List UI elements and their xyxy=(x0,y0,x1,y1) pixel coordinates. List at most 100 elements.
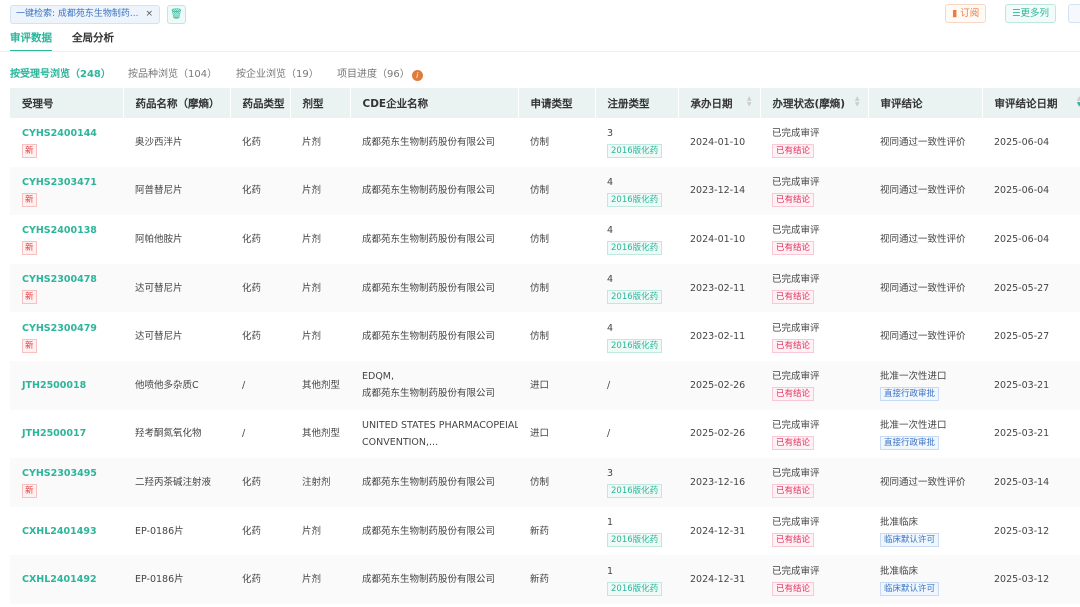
table-cell: JTH2500017 xyxy=(10,410,123,459)
drug-name: 二羟丙茶碱注射液 xyxy=(135,476,212,488)
table-row[interactable]: CYHS2400144 新 奥沙西泮片 化药 片剂 成都苑东生物制药股份有限公司 仿制 3 20… xyxy=(10,118,1080,167)
dosage-form: 片剂 xyxy=(302,282,322,294)
table-row[interactable]: CYHS2303471 新 阿普替尼片 化药 片剂 成都苑东生物制药股份有限公司 仿制 4 20… xyxy=(10,166,1080,216)
table-cell: 2023-02-11 xyxy=(678,263,760,313)
review-conclusion: 视同通过一致性评价 xyxy=(880,476,966,488)
registration-type: 4 xyxy=(607,176,614,188)
table-cell: 视同通过一致性评价 xyxy=(868,118,982,167)
company-name: UNITED STATES PHARMACOPEIAL xyxy=(362,419,518,431)
company-name-line2: CONVENTION,... xyxy=(362,436,439,448)
sort-icon[interactable]: ▲ ▼ xyxy=(854,95,860,108)
subtab-progress[interactable]: 项目进度（96） i xyxy=(337,65,423,81)
table-cell: 新药 xyxy=(518,507,595,556)
table-cell: 批准临床 临床默认许可 xyxy=(868,507,982,556)
table-cell: 4 2016版化药 xyxy=(595,166,678,216)
subscribe-button[interactable]: ▮ 订阅 xyxy=(945,4,987,23)
table-row[interactable]: CYHS2300478 新 达可替尼片 化药 片剂 成都苑东生物制药股份有限公司 仿制 4 20… xyxy=(10,263,1080,313)
table-row[interactable]: CYHS2303495 新 二羟丙茶碱注射液 化药 注射剂 成都苑东生物制药股份有限公司 仿… xyxy=(10,458,1080,507)
application-type: 仿制 xyxy=(530,233,550,245)
company-name: 成都苑东生物制药股份有限公司 xyxy=(362,282,496,294)
search-chip[interactable]: 一键检索: 成都苑东生物制药... × xyxy=(10,5,160,24)
table-cell: 视同通过一致性评价 xyxy=(868,458,982,507)
column-header[interactable]: 受理号 xyxy=(10,88,124,118)
column-header[interactable]: 剂型 xyxy=(290,88,351,118)
table-cell: 化药 xyxy=(230,118,290,167)
table-row[interactable]: CYHS2300479 新 达可替尼片 化药 片剂 成都苑东生物制药股份有限公司 仿制 4 20… xyxy=(10,312,1080,361)
application-type: 进口 xyxy=(530,379,550,391)
table-cell: 已完成审评 已有结论 xyxy=(760,360,868,410)
column-header[interactable]: 审评结论日期 ▲ ▼ xyxy=(982,88,1080,118)
acceptance-id-link[interactable]: CYHS2303471 xyxy=(22,176,97,188)
acceptance-id-link[interactable]: CYHS2400144 xyxy=(22,128,97,140)
sort-icon[interactable]: ▲ ▼ xyxy=(746,95,752,108)
acceptance-id-link[interactable]: CYHS2300479 xyxy=(22,322,97,334)
acceptance-id-link[interactable]: CYHS2300478 xyxy=(22,274,97,286)
sort-icon[interactable]: ▲ ▼ xyxy=(1076,95,1080,108)
drug-type: 化药 xyxy=(242,476,262,488)
table-row[interactable]: JTH2500017 羟考酮氮氧化物 / 其他剂型 UNITED STATES PHAR… xyxy=(10,410,1080,459)
table-row[interactable]: CXHL2401492 EP-0186片 化药 片剂 成都苑东生物制药股份有限公司 新药 1… xyxy=(10,555,1080,604)
company-name: 成都苑东生物制药股份有限公司 xyxy=(362,476,496,488)
table-cell: 他喷他多杂质C xyxy=(123,360,230,410)
subtab-by-variety[interactable]: 按品种浏览（104） xyxy=(128,69,218,80)
acceptance-id-link[interactable]: JTH2500017 xyxy=(22,428,87,440)
table-cell: EP-0186片 xyxy=(123,555,230,604)
table-cell: CYHS2300478 新 xyxy=(10,263,123,313)
tab-global-analysis[interactable]: 全局分析 xyxy=(72,32,114,44)
column-header[interactable]: 办理状态(摩熵) ▲ ▼ xyxy=(760,88,869,118)
review-table: 受理号 药品名称（摩熵） 药品类型 剂型 CDE企业名称 申请类型 注册类型 承办日期 ▲ ▼ 办理… xyxy=(10,88,1080,604)
table-cell: 化药 xyxy=(230,507,290,556)
column-header[interactable]: 审评结论 xyxy=(868,88,983,118)
registration-type: 4 xyxy=(607,274,614,286)
acceptance-id-link[interactable]: CYHS2303495 xyxy=(22,468,97,480)
table-row[interactable]: CXHL2401493 EP-0186片 化药 片剂 成都苑东生物制药股份有限公司 新药 1… xyxy=(10,507,1080,556)
acceptance-id-link[interactable]: CXHL2401493 xyxy=(22,525,97,537)
table-cell: 成都苑东生物制药股份有限公司 xyxy=(350,507,518,556)
table-cell: 仿制 xyxy=(518,118,595,167)
subtab-by-company[interactable]: 按企业浏览（19） xyxy=(236,69,319,80)
table-cell: CYHS2300479 新 xyxy=(10,312,123,361)
trash-icon[interactable]: 🗑 xyxy=(167,5,186,24)
table-cell: 2025-06-04 xyxy=(982,118,1080,167)
column-header[interactable]: 药品名称（摩熵） xyxy=(123,88,231,118)
application-type: 进口 xyxy=(530,428,550,440)
table-cell: 2025-05-27 xyxy=(982,263,1080,313)
acceptance-id-link[interactable]: CYHS2400138 xyxy=(22,225,97,237)
column-header-label: 承办日期 xyxy=(690,97,733,110)
review-conclusion: 批准一次性进口 xyxy=(880,419,947,431)
undertake-date: 2024-01-10 xyxy=(690,136,746,148)
table-cell: 2023-02-11 xyxy=(678,312,760,361)
company-name: 成都苑东生物制药股份有限公司 xyxy=(362,331,496,343)
table-cell: 进口 xyxy=(518,410,595,459)
table-cell: 视同通过一致性评价 xyxy=(868,215,982,264)
table-row[interactable]: CYHS2400138 新 阿帕他胺片 化药 片剂 成都苑东生物制药股份有限公司 仿制 4 20… xyxy=(10,215,1080,264)
extra-button[interactable] xyxy=(1068,4,1080,23)
registration-tag: 2016版化药 xyxy=(607,533,663,548)
subtab-by-acceptance[interactable]: 按受理号浏览（248） xyxy=(10,69,111,80)
info-icon: i xyxy=(411,70,423,81)
column-header[interactable]: CDE企业名称 xyxy=(350,88,519,118)
table-cell: 2024-01-10 xyxy=(678,215,760,264)
acceptance-id-link[interactable]: CXHL2401492 xyxy=(22,574,97,586)
company-name: 成都苑东生物制药股份有限公司 xyxy=(362,574,496,586)
undertake-date: 2023-02-11 xyxy=(690,331,746,343)
tab-review-data[interactable]: 审评数据 xyxy=(10,32,52,52)
close-icon[interactable]: × xyxy=(145,9,153,19)
new-badge: 新 xyxy=(22,338,37,353)
table-cell: 已完成审评 已有结论 xyxy=(760,166,868,216)
company-name: 成都苑东生物制药股份有限公司 xyxy=(362,233,496,245)
registration-tag: 2016版化药 xyxy=(607,192,663,207)
table-row[interactable]: JTH2500018 他喷他多杂质C / 其他剂型 EDQM, 成都苑东生物制药股份有限公… xyxy=(10,360,1080,410)
company-name: 成都苑东生物制药股份有限公司 xyxy=(362,525,496,537)
column-header[interactable]: 承办日期 ▲ ▼ xyxy=(678,88,761,118)
column-header-label: 受理号 xyxy=(22,97,54,110)
column-header[interactable]: 注册类型 xyxy=(595,88,679,118)
more-columns-button[interactable]: ☰更多列 xyxy=(1005,4,1057,23)
acceptance-id-link[interactable]: JTH2500018 xyxy=(22,379,87,391)
status: 已完成审评 xyxy=(772,322,820,334)
table-cell: 2024-12-31 xyxy=(678,507,760,556)
column-header[interactable]: 申请类型 xyxy=(518,88,596,118)
table-cell: 3 2016版化药 xyxy=(595,458,678,507)
application-type: 新药 xyxy=(530,574,550,586)
column-header[interactable]: 药品类型 xyxy=(230,88,291,118)
